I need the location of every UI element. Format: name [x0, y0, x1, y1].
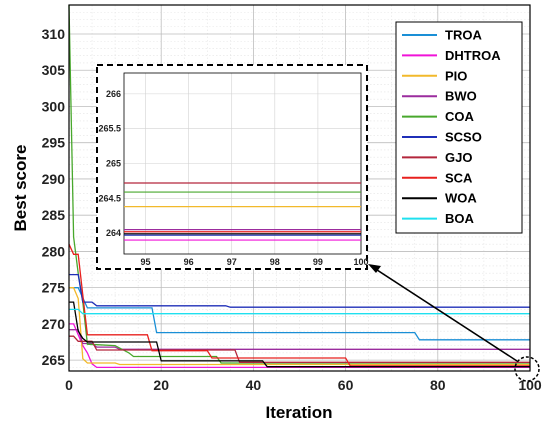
inset-plot-frame [123, 72, 362, 255]
y-tick-label: 290 [42, 171, 66, 187]
series-line-pio [69, 287, 530, 366]
y-tick-label: 275 [42, 280, 66, 296]
inset-x-tick-label: 99 [313, 257, 323, 267]
inset-x-tick-label: 100 [353, 257, 368, 267]
legend-label-woa: WOA [445, 191, 477, 206]
inset-x-tick-label: 96 [184, 257, 194, 267]
inset-tick-labels: 95 96 97 98 99 100 264 264.5 265 265.5 266 [98, 89, 368, 267]
zoom-arrow-line [373, 267, 518, 362]
y-tick-label: 270 [42, 316, 66, 332]
y-tick-label: 265 [42, 352, 66, 368]
legend-label-scso: SCSO [445, 130, 482, 145]
y-tick-label: 310 [42, 26, 66, 42]
zoom-arrowhead [368, 264, 381, 273]
legend-label-pio: PIO [445, 68, 467, 83]
inset-y-tick-label: 264 [106, 228, 121, 238]
series-line-troa [69, 287, 530, 341]
legend-label-bwo: BWO [445, 89, 477, 104]
main-tick-labels: 0 20 40 60 80 100 265 270 275 280 285 290 295 300 305 3… [42, 26, 542, 393]
x-tick-label: 20 [153, 377, 169, 393]
legend-label-boa: BOA [445, 211, 475, 226]
legend: TROA DHTROA PIO BWO COA SCSO GJO SCA WOA BOA [402, 28, 501, 226]
series-line-coa [68, 4, 530, 364]
x-axis-label: Iteration [265, 403, 332, 422]
y-tick-label: 280 [42, 243, 66, 259]
y-tick-label: 285 [42, 207, 66, 223]
y-tick-label: 305 [42, 62, 66, 78]
x-tick-label: 80 [430, 377, 446, 393]
series-line-boa [69, 308, 530, 315]
inset-y-tick-label: 266 [106, 89, 121, 99]
y-tick-label: 295 [42, 135, 66, 151]
legend-label-gjo: GJO [445, 150, 472, 165]
inset-grid [124, 73, 362, 254]
y-tick-label: 300 [42, 98, 66, 114]
y-axis-label: Best score [11, 145, 30, 232]
series-line-scso [69, 273, 530, 308]
x-tick-label: 60 [338, 377, 354, 393]
series-line-dhtroa [69, 323, 530, 369]
inset-x-tick-label: 98 [270, 257, 280, 267]
legend-label-sca: SCA [445, 170, 473, 185]
legend-label-troa: TROA [445, 28, 482, 43]
x-tick-label: 100 [518, 377, 542, 393]
x-tick-label: 40 [246, 377, 262, 393]
inset-y-tick-label: 265 [106, 159, 121, 169]
series-line-woa [69, 301, 530, 368]
main-series-group [68, 4, 530, 369]
main-plot-frame [68, 4, 531, 372]
x-tick-label: 0 [65, 377, 73, 393]
legend-label-coa: COA [445, 109, 475, 124]
inset-x-tick-label: 97 [227, 257, 237, 267]
inset-x-tick-label: 95 [141, 257, 151, 267]
zoom-region-circle [514, 356, 540, 382]
inset-y-tick-label: 264.5 [98, 193, 121, 203]
inset-y-tick-label: 265.5 [98, 124, 121, 134]
series-line-sca [68, 243, 530, 367]
legend-label-dhtroa: DHTROA [445, 48, 501, 63]
inset-series-group [124, 182, 361, 241]
